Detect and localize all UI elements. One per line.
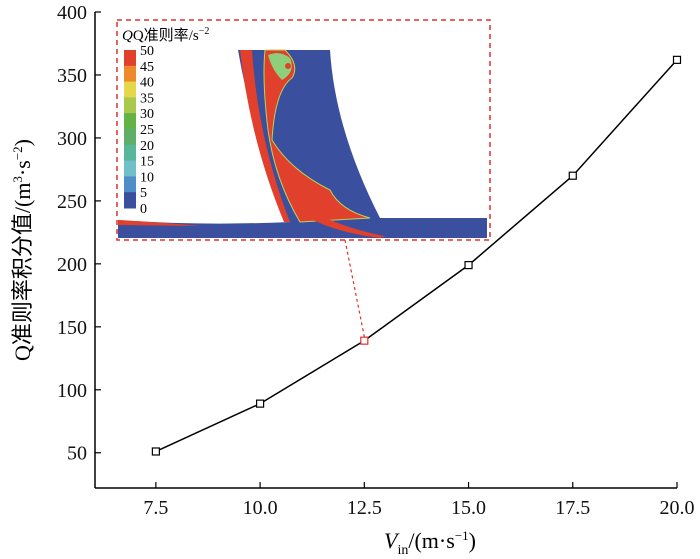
colorbar-label: 0 <box>140 202 147 217</box>
colorbar-label: 5 <box>140 186 147 201</box>
data-point <box>151 447 160 456</box>
y-axis-label: Q准则率积分值/(m3·s−2) <box>10 139 35 361</box>
colorbar-label: 25 <box>140 123 154 138</box>
y-tick-label: 100 <box>57 380 87 402</box>
data-point <box>464 261 473 270</box>
y-tick-label: 300 <box>57 128 87 150</box>
colorbar-label: 20 <box>140 139 154 154</box>
colorbar-segment <box>124 160 136 177</box>
colorbar-label: 35 <box>140 91 154 106</box>
colorbar-label: 45 <box>140 60 154 75</box>
colorbar-label: 40 <box>140 76 154 91</box>
y-tick-label: 400 <box>57 2 87 24</box>
colorbar-segment <box>124 65 136 83</box>
x-tick-label: 7.5 <box>143 497 168 519</box>
data-point <box>568 171 577 180</box>
inset-title: QQ准则率/s−2 <box>122 26 209 44</box>
colorbar-segment <box>124 144 136 162</box>
y-tick-label: 250 <box>57 191 87 213</box>
data-point <box>672 55 682 64</box>
colorbar-segment <box>124 192 136 209</box>
colorbar-segment <box>124 97 136 114</box>
series-line <box>155 59 678 453</box>
axes <box>94 12 677 489</box>
colorbar-segment <box>124 81 136 98</box>
y-tick-label: 150 <box>57 317 87 339</box>
y-tick-label: 200 <box>57 254 87 276</box>
colorbar-segment <box>124 113 136 130</box>
data-point <box>360 336 369 345</box>
colorbar-segment <box>124 176 136 193</box>
flow-contour <box>118 49 487 238</box>
x-tick-label: 10.0 <box>243 497 278 519</box>
data-point <box>255 399 265 408</box>
colorbar-label: 30 <box>140 107 154 122</box>
colorbar-label: 15 <box>140 155 154 170</box>
x-axis-label: Vin/(m·s−1) <box>384 528 476 558</box>
x-tick-label: 17.5 <box>555 497 590 519</box>
colorbar-segment <box>124 50 136 67</box>
y-tick-label: 50 <box>67 443 87 465</box>
colorbar-label: 50 <box>140 44 154 59</box>
colorbar-segment <box>124 129 136 146</box>
colorbar-label: 10 <box>140 170 154 185</box>
x-tick-label: 15.0 <box>451 497 486 519</box>
x-tick-label: 20.0 <box>660 497 695 519</box>
y-tick-label: 350 <box>57 65 87 87</box>
x-tick-label: 12.5 <box>347 497 382 519</box>
inset-connector-line <box>344 239 365 337</box>
